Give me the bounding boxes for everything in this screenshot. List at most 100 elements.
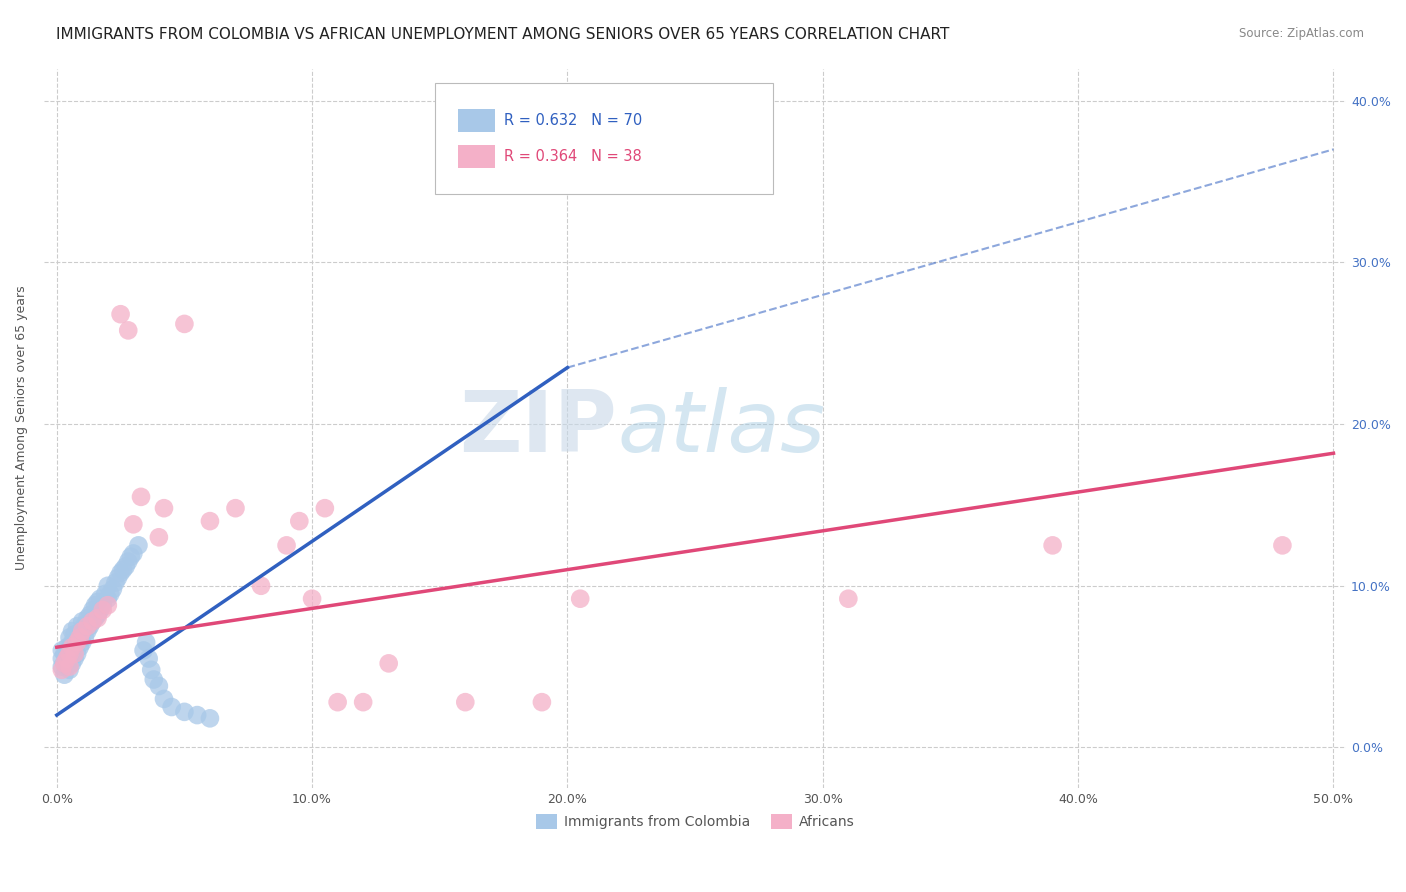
- Point: [73, 631, 96, 645]
- Text: atlas: atlas: [617, 386, 825, 470]
- Point: [837, 591, 859, 606]
- Point: [60, 647, 83, 661]
- Text: R = 0.364   N = 38: R = 0.364 N = 38: [503, 149, 641, 164]
- Point: [58, 643, 80, 657]
- Point: [91, 603, 114, 617]
- Point: [530, 167, 553, 181]
- Text: R = 0.632   N = 70: R = 0.632 N = 70: [503, 112, 643, 128]
- Point: [104, 575, 127, 590]
- Text: Source: ZipAtlas.com: Source: ZipAtlas.com: [1239, 27, 1364, 40]
- Point: [86, 595, 108, 609]
- Point: [127, 538, 149, 552]
- Point: [66, 635, 89, 649]
- Point: [53, 667, 76, 681]
- Point: [173, 317, 195, 331]
- Point: [73, 617, 96, 632]
- Point: [51, 659, 73, 673]
- Point: [53, 657, 76, 671]
- Point: [69, 640, 91, 655]
- Point: [51, 643, 73, 657]
- Point: [69, 627, 91, 641]
- Point: [160, 700, 183, 714]
- Point: [1042, 538, 1064, 552]
- Point: [112, 563, 135, 577]
- Point: [94, 587, 117, 601]
- Point: [51, 663, 73, 677]
- Point: [276, 538, 298, 552]
- Point: [326, 695, 349, 709]
- Point: [84, 598, 107, 612]
- Point: [97, 598, 120, 612]
- Point: [51, 651, 73, 665]
- Point: [86, 607, 108, 622]
- Point: [101, 582, 124, 596]
- Point: [60, 635, 83, 649]
- Point: [79, 619, 101, 633]
- Point: [142, 673, 165, 687]
- Point: [63, 651, 86, 665]
- FancyBboxPatch shape: [434, 83, 773, 194]
- Point: [56, 659, 79, 673]
- Point: [69, 631, 91, 645]
- Point: [66, 635, 89, 649]
- Point: [132, 643, 155, 657]
- Point: [89, 591, 111, 606]
- Point: [79, 607, 101, 622]
- Point: [72, 635, 94, 649]
- Point: [63, 640, 86, 655]
- Point: [58, 647, 80, 661]
- Point: [76, 619, 98, 633]
- Point: [107, 571, 129, 585]
- Point: [352, 695, 374, 709]
- Point: [66, 619, 89, 633]
- Point: [1271, 538, 1294, 552]
- Point: [76, 624, 98, 638]
- Point: [122, 546, 145, 560]
- Point: [122, 517, 145, 532]
- Point: [89, 603, 111, 617]
- Point: [97, 579, 120, 593]
- Point: [58, 631, 80, 645]
- Point: [129, 490, 152, 504]
- Point: [186, 708, 208, 723]
- Point: [63, 647, 86, 661]
- Point: [97, 591, 120, 606]
- Point: [56, 649, 79, 664]
- Point: [135, 635, 157, 649]
- Bar: [458, 109, 495, 132]
- Point: [138, 651, 160, 665]
- Point: [148, 530, 170, 544]
- Point: [198, 514, 221, 528]
- Point: [454, 695, 477, 709]
- Point: [60, 657, 83, 671]
- Point: [82, 603, 104, 617]
- Point: [569, 591, 592, 606]
- Point: [117, 323, 139, 337]
- Point: [56, 651, 79, 665]
- Point: [82, 615, 104, 629]
- Point: [377, 657, 399, 671]
- Text: IMMIGRANTS FROM COLOMBIA VS AFRICAN UNEMPLOYMENT AMONG SENIORS OVER 65 YEARS COR: IMMIGRANTS FROM COLOMBIA VS AFRICAN UNEM…: [56, 27, 949, 42]
- Point: [110, 307, 132, 321]
- Point: [198, 711, 221, 725]
- Point: [98, 587, 121, 601]
- Point: [91, 598, 114, 612]
- Point: [114, 559, 136, 574]
- Point: [53, 647, 76, 661]
- Point: [153, 501, 176, 516]
- Y-axis label: Unemployment Among Seniors over 65 years: Unemployment Among Seniors over 65 years: [15, 285, 28, 571]
- Point: [76, 611, 98, 625]
- Point: [58, 659, 80, 673]
- Point: [66, 647, 89, 661]
- Point: [110, 566, 132, 580]
- Point: [63, 627, 86, 641]
- Point: [301, 591, 323, 606]
- Point: [60, 640, 83, 655]
- Point: [250, 579, 273, 593]
- Text: ZIP: ZIP: [460, 386, 617, 470]
- Point: [56, 640, 79, 655]
- Point: [86, 611, 108, 625]
- Point: [141, 663, 163, 677]
- Point: [53, 657, 76, 671]
- Point: [153, 692, 176, 706]
